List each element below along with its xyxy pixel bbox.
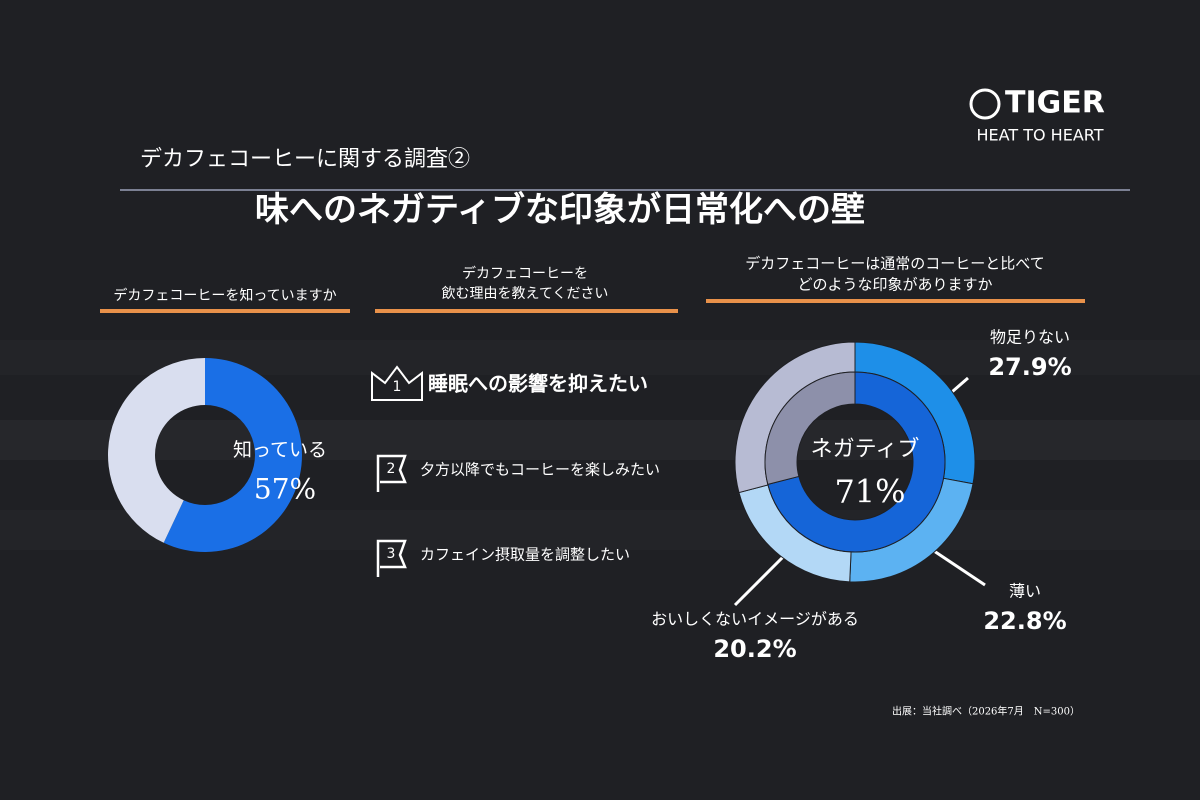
rank-label: 睡眠への影響を抑えたい bbox=[428, 372, 648, 396]
donut-segment bbox=[764, 371, 856, 485]
center-label: ネガティブ bbox=[811, 437, 920, 462]
rank-number: 1 bbox=[393, 379, 402, 395]
logo-brand: TIGER bbox=[1005, 86, 1105, 121]
value-label: 22.8% bbox=[983, 607, 1066, 635]
question-title: 飲む理由を教えてください bbox=[442, 286, 609, 302]
rank-number: 3 bbox=[387, 546, 396, 562]
question-title: どのような印象がありますか bbox=[797, 276, 992, 294]
value-label: 27.9% bbox=[988, 353, 1071, 381]
donut-segment bbox=[107, 358, 205, 543]
question-title: デカフェコーヒーを知っていますか bbox=[113, 287, 336, 304]
band bbox=[0, 420, 1200, 460]
flag-icon bbox=[376, 454, 407, 492]
donut-segment bbox=[163, 358, 302, 553]
logo-icon bbox=[969, 88, 1001, 120]
crown-icon bbox=[371, 365, 423, 401]
main-title: 味へのネガティブな印象が日常化への壁 bbox=[255, 190, 865, 230]
rank-label: 夕方以降でもコーヒーを楽しみたい bbox=[420, 461, 660, 479]
section-title: デカフェコーヒーに関する調査② bbox=[140, 147, 470, 172]
segment-label: 物足りない bbox=[990, 328, 1070, 347]
segment-label: おいしくないイメージがある bbox=[651, 610, 859, 629]
rank-number: 2 bbox=[387, 461, 396, 477]
logo-tagline: HEAT TO HEART bbox=[977, 126, 1104, 145]
question-title: デカフェコーヒーを bbox=[462, 265, 588, 282]
source-note: 出展：当社調べ（2026年7月 N=300） bbox=[892, 705, 1080, 718]
ranking: 1 睡眠への影響を抑えたい 2 夕方以降でもコーヒーを楽しみたい 3 カフェイン摂取量を調… bbox=[371, 365, 660, 577]
flag-icon bbox=[376, 539, 407, 577]
value-label: 71% bbox=[834, 473, 905, 511]
center-label: 知っている bbox=[233, 439, 327, 461]
segment-label: 薄い bbox=[1009, 582, 1041, 601]
donut-segment bbox=[767, 371, 946, 553]
value-label: 20.2% bbox=[713, 635, 796, 663]
rank-label: カフェイン摂取量を調整したい bbox=[420, 546, 630, 564]
value-label: 57% bbox=[254, 473, 316, 506]
question-title: デカフェコーヒーは通常のコーヒーと比べて bbox=[745, 255, 1044, 273]
